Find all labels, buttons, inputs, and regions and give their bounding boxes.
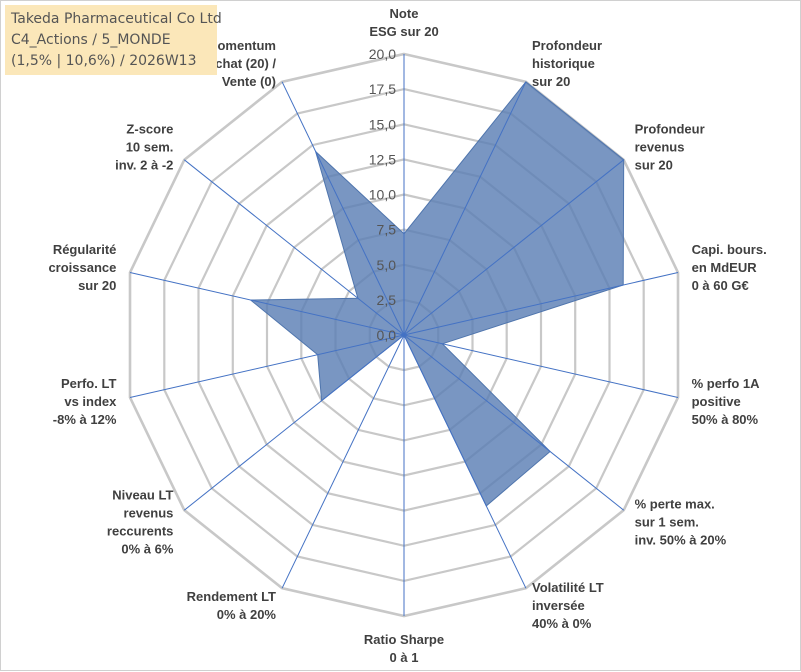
axis-category-label: Momentum Achat (20) / Vente (0) — [206, 38, 276, 89]
axis-category-label: Niveau LT revenus reccurents 0% à 6% — [107, 488, 174, 557]
radar-axes — [129, 54, 679, 616]
series-area — [249, 81, 625, 507]
radial-axis — [183, 159, 405, 336]
tick-label: 20,0 — [369, 46, 396, 62]
radial-axis — [129, 272, 405, 336]
axis-category-label: % perfo 1A positive 50% à 80% — [692, 376, 761, 427]
tick-label: 12,5 — [369, 151, 396, 167]
title-box: Takeda Pharmaceutical Co Ltd C4_Actions … — [5, 5, 222, 75]
axis-category-label: Note ESG sur 20 — [369, 6, 438, 39]
radar-labels: 0,0 2,5 5,0 7,5 10,0 12,5 15,0 17,5 20,0 Note ESG … — [48, 6, 766, 665]
tick-label: 5,0 — [377, 257, 397, 273]
tick-label: 10,0 — [369, 187, 396, 203]
title-company: Takeda Pharmaceutical Co Ltd — [11, 11, 222, 27]
radial-axis — [403, 272, 679, 336]
radial-axis — [403, 159, 625, 336]
radial-axis — [403, 334, 679, 398]
radial-axis — [403, 334, 625, 511]
axis-category-label: Profondeur revenus sur 20 — [635, 121, 705, 172]
tick-label: 7,5 — [377, 222, 397, 238]
radial-axis — [403, 81, 527, 336]
axis-category-label: Rendement LT 0% à 20% — [187, 589, 277, 622]
axis-category-label: Ratio Sharpe 0 à 1 — [364, 632, 444, 665]
series-layer — [249, 81, 625, 507]
axis-category-label: Profondeur historique sur 20 — [532, 38, 602, 89]
axis-category-label: Capi. bours. en MdEUR 0 à 60 G€ — [692, 242, 767, 293]
axis-category-label: % perte max. sur 1 sem. inv. 50% à 20% — [635, 497, 727, 548]
radial-axis — [129, 334, 405, 398]
tick-label: 0,0 — [377, 327, 397, 343]
axis-category-label: Z-score 10 sem. inv. 2 à -2 — [115, 121, 173, 172]
radial-axis — [281, 81, 405, 336]
tick-label: 17,5 — [369, 81, 396, 97]
title-period: (1,5% | 10,6%) / 2026W13 — [11, 53, 197, 69]
radial-axis — [281, 334, 405, 589]
radial-axis — [183, 334, 405, 511]
tick-label: 2,5 — [377, 292, 397, 308]
axis-category-label: Perfo. LT vs index -8% à 12% — [53, 376, 117, 427]
tick-label: 15,0 — [369, 116, 396, 132]
title-category: C4_Actions / 5_MONDE — [11, 32, 171, 48]
axis-category-label: Volatilité LT inversée 40% à 0% — [532, 580, 604, 631]
axis-category-label: Régularité croissance sur 20 — [48, 242, 116, 293]
radial-axis — [403, 334, 527, 589]
